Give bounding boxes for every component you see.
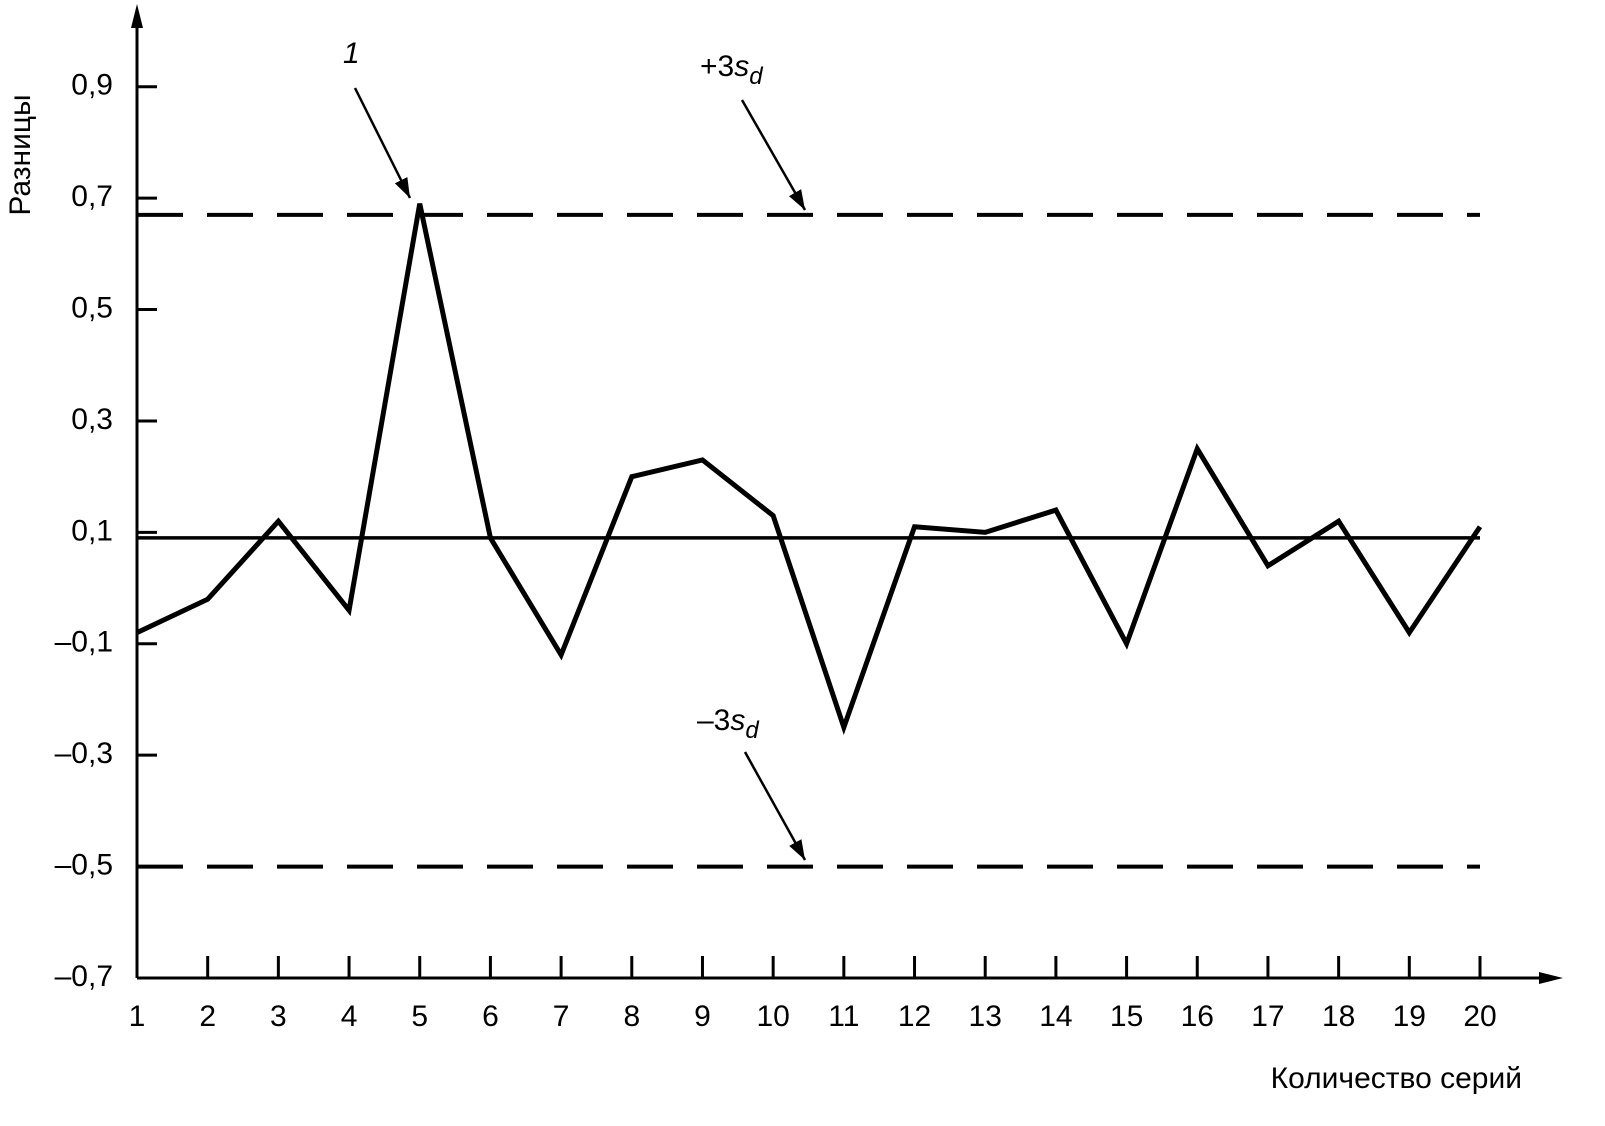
- x-tick-label: 2: [199, 1000, 216, 1033]
- y-tick-label: 0,1: [71, 514, 113, 547]
- x-tick-label: 19: [1393, 1000, 1426, 1033]
- x-tick-label: 5: [411, 1000, 428, 1033]
- x-tick-label: 17: [1251, 1000, 1284, 1033]
- x-tick-label: 20: [1463, 1000, 1496, 1033]
- annotation-var: s: [730, 704, 745, 737]
- y-tick-label: 0,9: [71, 69, 113, 102]
- x-tick-label: 7: [553, 1000, 570, 1033]
- annotation-text: –3: [697, 704, 730, 737]
- x-tick-label: 18: [1322, 1000, 1355, 1033]
- y-axis-label: Разницы: [4, 94, 37, 215]
- annotation-arrow: [740, 99, 807, 211]
- annotation-text: +3: [700, 50, 734, 83]
- x-axis-label: Количество серий: [1271, 1062, 1522, 1095]
- y-tick-label: –0,5: [55, 849, 113, 882]
- x-tick-label: 14: [1039, 1000, 1072, 1033]
- x-tick-label: 6: [482, 1000, 499, 1033]
- data-line: [135, 203, 1483, 736]
- x-tick-label: 10: [756, 1000, 789, 1033]
- y-axis-arrow: [131, 4, 143, 28]
- annotation-sub: d: [749, 63, 763, 90]
- x-tick-label: 15: [1110, 1000, 1143, 1033]
- x-tick-label: 16: [1181, 1000, 1214, 1033]
- annotation: +3sd: [700, 50, 763, 90]
- annotation-sub: d: [745, 717, 759, 744]
- x-tick-label: 11: [828, 1000, 859, 1033]
- y-tick-label: –0,3: [55, 737, 113, 770]
- x-axis-arrow: [1539, 972, 1563, 984]
- y-tick-label: –0,7: [55, 960, 113, 993]
- x-tick-label: 3: [270, 1000, 287, 1033]
- annotation: 1: [343, 37, 360, 70]
- annotation-var: s: [734, 50, 749, 83]
- x-tick-label: 8: [623, 1000, 640, 1033]
- x-tick-label: 1: [129, 1000, 146, 1033]
- x-tick-label: 9: [694, 1000, 711, 1033]
- annotation-arrow: [743, 751, 807, 861]
- y-tick-label: 0,7: [71, 180, 113, 213]
- y-tick-label: –0,1: [55, 626, 113, 659]
- annotation-arrow: [353, 87, 412, 199]
- x-tick-label: 4: [341, 1000, 358, 1033]
- y-tick-label: 0,5: [71, 291, 113, 324]
- x-tick-label: 13: [969, 1000, 1002, 1033]
- x-tick-label: 12: [898, 1000, 931, 1033]
- annotation: –3sd: [697, 704, 759, 744]
- y-tick-label: 0,3: [71, 403, 113, 436]
